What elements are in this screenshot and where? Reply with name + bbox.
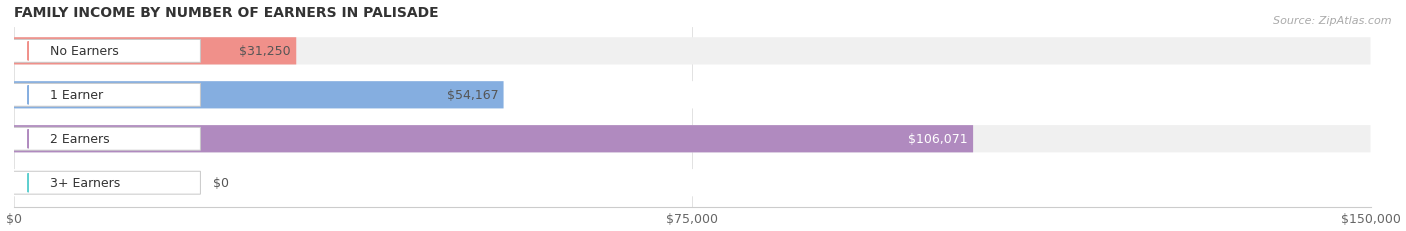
FancyBboxPatch shape <box>10 172 201 194</box>
Text: No Earners: No Earners <box>51 45 120 58</box>
Text: $54,167: $54,167 <box>447 89 498 102</box>
Text: Source: ZipAtlas.com: Source: ZipAtlas.com <box>1274 16 1392 26</box>
FancyBboxPatch shape <box>14 169 1371 197</box>
FancyBboxPatch shape <box>14 38 297 65</box>
Text: $106,071: $106,071 <box>908 133 967 146</box>
Text: $0: $0 <box>214 176 229 189</box>
FancyBboxPatch shape <box>14 126 1371 153</box>
Text: FAMILY INCOME BY NUMBER OF EARNERS IN PALISADE: FAMILY INCOME BY NUMBER OF EARNERS IN PA… <box>14 6 439 19</box>
FancyBboxPatch shape <box>10 40 201 63</box>
FancyBboxPatch shape <box>14 82 1371 109</box>
FancyBboxPatch shape <box>10 84 201 107</box>
Text: 1 Earner: 1 Earner <box>51 89 103 102</box>
FancyBboxPatch shape <box>14 126 973 153</box>
FancyBboxPatch shape <box>14 38 1371 65</box>
FancyBboxPatch shape <box>14 82 503 109</box>
Text: 2 Earners: 2 Earners <box>51 133 110 146</box>
FancyBboxPatch shape <box>10 128 201 151</box>
Text: $31,250: $31,250 <box>239 45 291 58</box>
Text: 3+ Earners: 3+ Earners <box>51 176 121 189</box>
